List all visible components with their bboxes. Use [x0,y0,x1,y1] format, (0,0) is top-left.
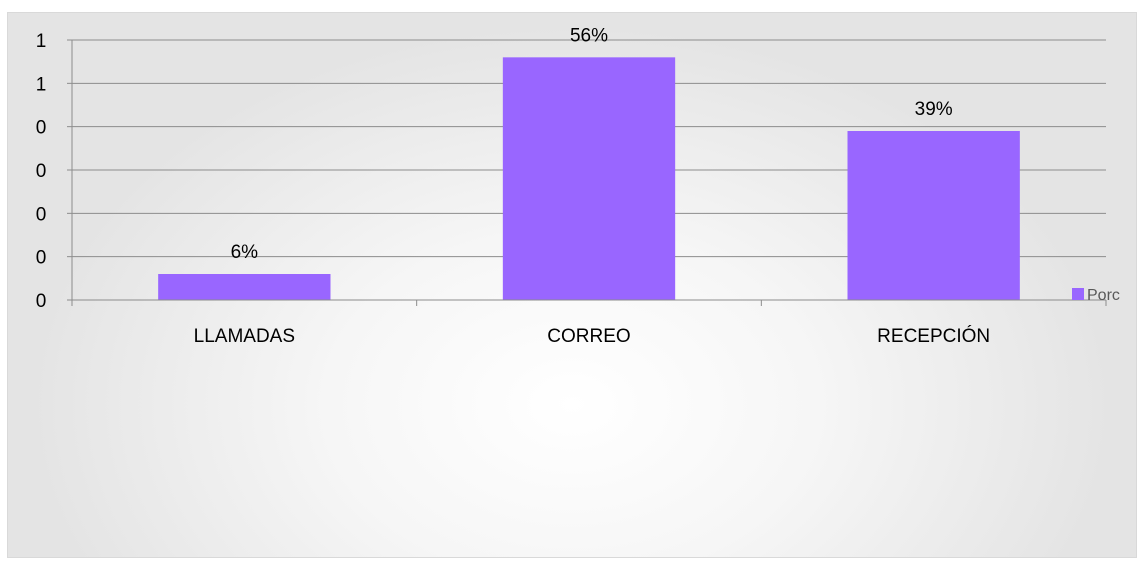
labels: 0 0 0 0 0 1 1 6% LLAMADAS 56% CORREO 39% RECEPCIÓN [36,25,990,347]
legend-label: Porc [1087,287,1120,304]
legend-swatch [1072,288,1084,300]
bar-chart: 0 0 0 0 0 1 1 6% LLAMADAS 56% CORREO 39% RECEPCIÓN P… [36,25,1120,347]
y-tick-label: 1 [36,74,47,95]
y-tick-label: 0 [36,248,47,269]
bars [158,57,1020,301]
data-label: 39% [915,99,953,120]
bar-recepción [847,131,1020,300]
data-label: 56% [570,25,608,46]
y-tick-label: 0 [36,204,47,225]
y-tick-label: 1 [36,31,47,52]
bar-llamadas [158,274,331,300]
data-label: 6% [231,242,259,263]
axes [67,39,1107,306]
bar-correo [502,57,676,301]
category-label: RECEPCIÓN [877,325,990,347]
y-tick-label: 0 [36,161,47,182]
category-label: LLAMADAS [194,326,295,347]
legend: Porc [1072,287,1120,304]
category-label: CORREO [547,326,630,347]
chart-area: 0 0 0 0 0 1 1 6% LLAMADAS 56% CORREO 39% RECEPCIÓN P… [7,12,1137,558]
y-tick-label: 0 [36,291,47,312]
y-tick-label: 0 [36,118,47,139]
